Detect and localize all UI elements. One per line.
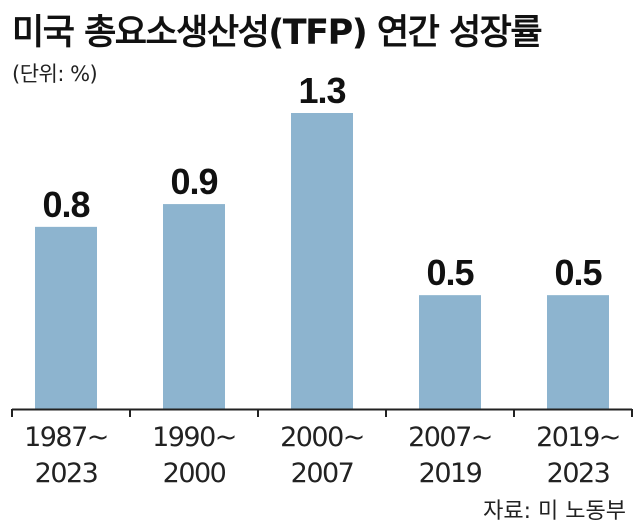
data-label-4: 0.5 (426, 252, 474, 293)
chart-title: 미국 총요소생산성(TFP) 연간 성장률 (12, 13, 543, 53)
x-tick-label-4-2: 2019 (419, 458, 482, 489)
bar-4 (419, 295, 481, 409)
x-tick-label-2-2: 2000 (163, 458, 226, 489)
data-label-5: 0.5 (554, 252, 602, 293)
x-tick-label-5-2: 2023 (547, 458, 610, 489)
bar-1 (35, 226, 97, 409)
x-tick-label-2-1: 1990~ (152, 422, 236, 453)
bar-2 (163, 204, 225, 409)
x-tick-label-1-1: 1987~ (24, 422, 108, 453)
data-label-1: 0.8 (42, 184, 89, 225)
bar-5 (547, 295, 609, 409)
x-tick-label-3-1: 2000~ (280, 422, 364, 453)
x-tick-label-4-1: 2007~ (408, 422, 492, 453)
x-tick-label-3-2: 2007 (291, 458, 354, 489)
bar-3 (291, 113, 353, 409)
data-label-3: 1.3 (298, 70, 345, 111)
x-tick-label-5-1: 2019~ (536, 422, 620, 453)
x-tick-label-1-2: 2023 (35, 458, 98, 489)
unit-label: (단위: %) (12, 62, 98, 86)
source-label: 자료: 미 노동부 (483, 499, 626, 524)
data-label-2: 0.9 (170, 161, 217, 202)
